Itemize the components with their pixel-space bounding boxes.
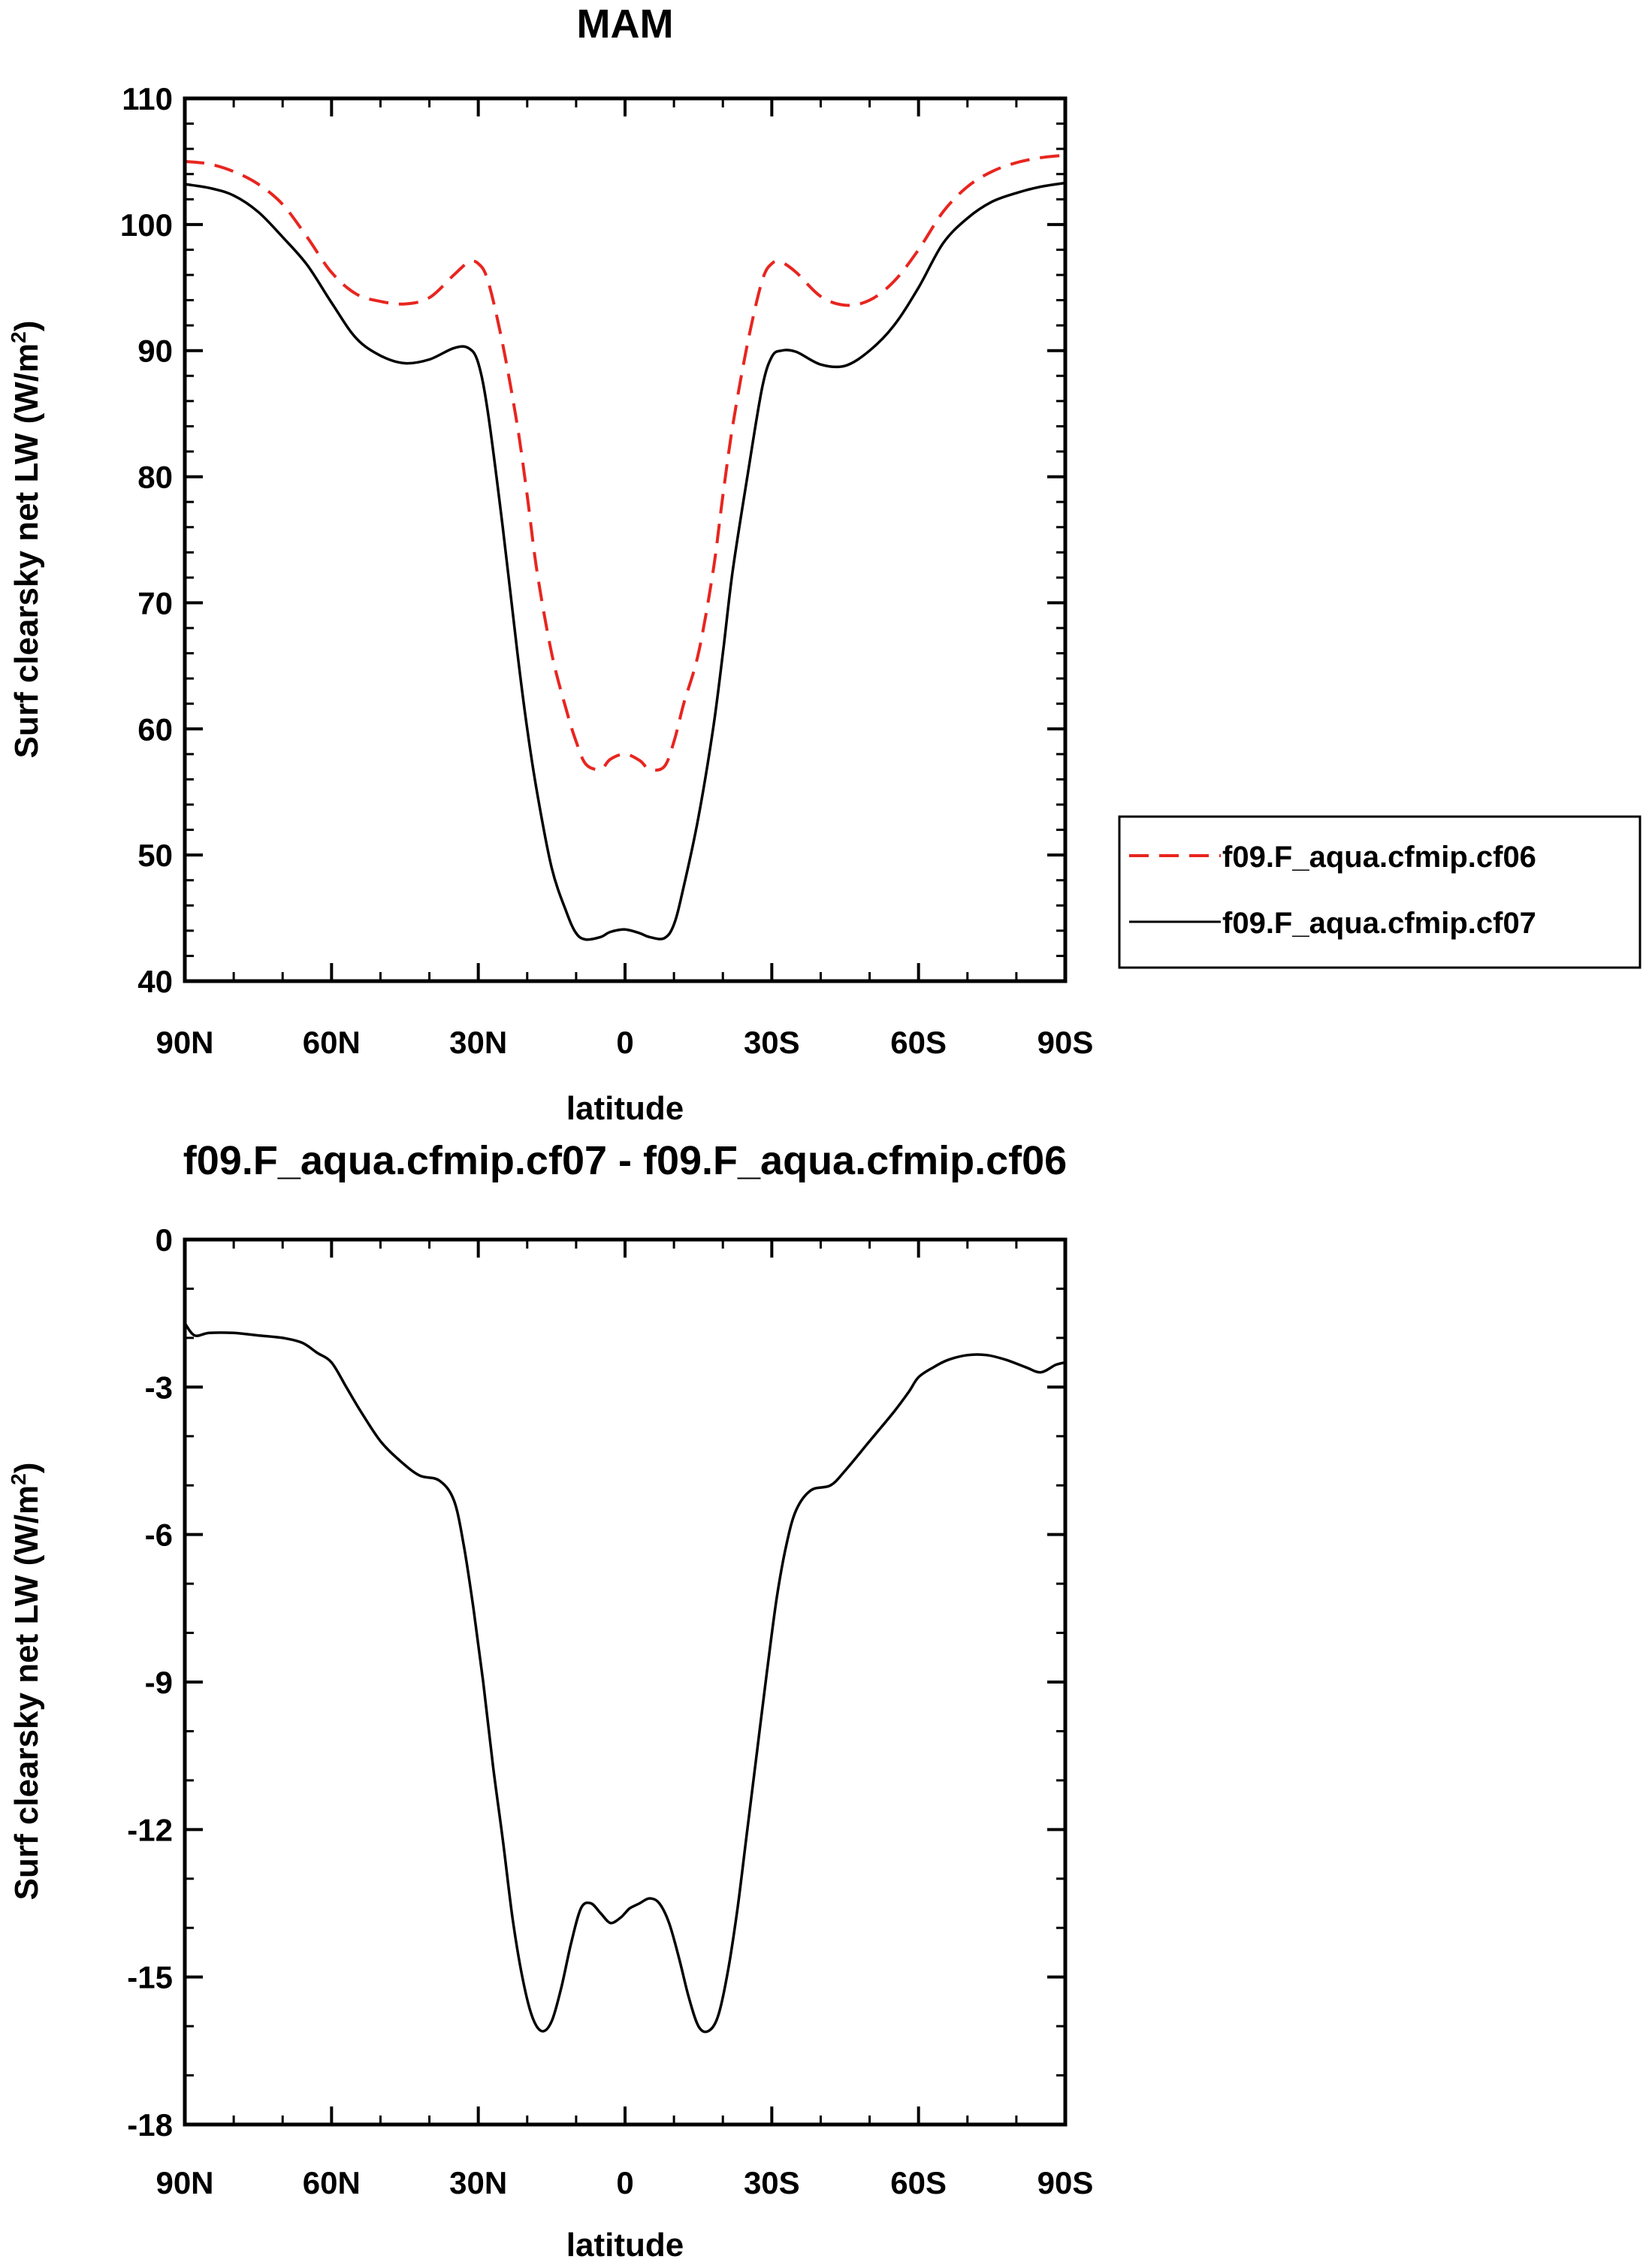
x-tick-label: 30S bbox=[744, 2165, 800, 2200]
y-tick-label: -15 bbox=[127, 1960, 173, 1995]
y-tick-label: 50 bbox=[137, 838, 173, 873]
series-line-2 bbox=[184, 181, 1066, 941]
x-tick-label: 90S bbox=[1037, 2165, 1094, 2200]
top-x-tick-labels: 90N 60N 30N 0 30S 60S 90S bbox=[156, 1025, 1093, 1060]
bottom-y-axis-label: Surf clearsky net LW (W/m2) bbox=[7, 1463, 45, 1901]
bottom-y-tick-labels: -18 -15 -12 -9 -6 -3 0 bbox=[127, 1222, 173, 2143]
bottom-x-axis-label: latitude bbox=[566, 2227, 684, 2262]
series-line-1 bbox=[183, 1322, 1066, 2034]
bottom-x-tick-labels: 90N 60N 30N 0 30S 60S 90S bbox=[156, 2165, 1093, 2200]
top-chart-title: MAM bbox=[577, 2, 674, 47]
top-y-axis-label-main: Surf clearsky net LW (W/m bbox=[8, 343, 45, 759]
y-tick-label: -9 bbox=[145, 1665, 173, 1700]
y-tick-label: 80 bbox=[137, 460, 173, 495]
y-tick-label: -12 bbox=[127, 1812, 173, 1847]
x-tick-label: 60N bbox=[303, 2165, 361, 2200]
x-tick-label: 30S bbox=[744, 1025, 800, 1060]
top-series-group bbox=[184, 153, 1066, 941]
x-tick-label: 0 bbox=[616, 2165, 633, 2200]
y-tick-label: 100 bbox=[120, 207, 173, 243]
y-tick-label: 0 bbox=[156, 1222, 173, 1258]
bottom-y-axis-label-main: Surf clearsky net LW (W/m bbox=[8, 1485, 45, 1901]
x-tick-label: 30N bbox=[449, 1025, 507, 1060]
x-tick-label: 90N bbox=[156, 1025, 213, 1060]
y-tick-label: 40 bbox=[137, 964, 173, 999]
x-tick-label: 90S bbox=[1037, 1025, 1094, 1060]
top-tick-marks bbox=[183, 97, 1067, 983]
x-tick-label: 60N bbox=[303, 1025, 361, 1060]
y-tick-label: -3 bbox=[145, 1370, 173, 1405]
x-tick-label: 60S bbox=[890, 2165, 947, 2200]
bottom-tick-marks bbox=[183, 1238, 1067, 2126]
top-y-axis-label: Surf clearsky net LW (W/m2) bbox=[7, 321, 45, 759]
top-x-axis-label: latitude bbox=[566, 1090, 684, 1127]
bottom-plot-frame bbox=[183, 1237, 1068, 2127]
bottom-y-axis-label-superscript: 2 bbox=[7, 1473, 30, 1485]
x-tick-label: 0 bbox=[616, 1025, 633, 1060]
bottom-chart-title: f09.F_aqua.cfmip.cf07 - f09.F_aqua.cfmip… bbox=[183, 1138, 1067, 1183]
x-tick-label: 60S bbox=[890, 1025, 947, 1060]
legend-box bbox=[1118, 815, 1641, 969]
y-tick-label: 90 bbox=[137, 334, 173, 369]
y-tick-label: -6 bbox=[145, 1518, 173, 1553]
bottom-y-axis-label-close: ) bbox=[8, 1463, 45, 1474]
legend-label-series-1: f09.F_aqua.cfmip.cf06 bbox=[1222, 841, 1536, 874]
bottom-series-group bbox=[183, 1322, 1066, 2034]
series-line-1 bbox=[184, 153, 1066, 772]
top-y-axis-label-close: ) bbox=[8, 321, 45, 332]
y-tick-label: 110 bbox=[122, 81, 173, 116]
x-tick-label: 30N bbox=[449, 2165, 507, 2200]
y-tick-label: 60 bbox=[137, 711, 173, 747]
y-tick-label: -18 bbox=[127, 2107, 173, 2143]
top-y-axis-label-superscript: 2 bbox=[7, 331, 30, 343]
x-tick-label: 90N bbox=[156, 2165, 213, 2200]
top-legend: f09.F_aqua.cfmip.cf06 f09.F_aqua.cfmip.c… bbox=[1118, 815, 1641, 969]
top-plot-frame bbox=[183, 96, 1068, 983]
y-tick-label: 70 bbox=[137, 585, 173, 621]
bottom-panel: f09.F_aqua.cfmip.cf07 - f09.F_aqua.cfmip… bbox=[7, 1138, 1093, 2262]
top-y-tick-labels: 40 50 60 70 80 90 100 110 bbox=[120, 81, 173, 999]
legend-label-series-2: f09.F_aqua.cfmip.cf07 bbox=[1222, 907, 1536, 940]
